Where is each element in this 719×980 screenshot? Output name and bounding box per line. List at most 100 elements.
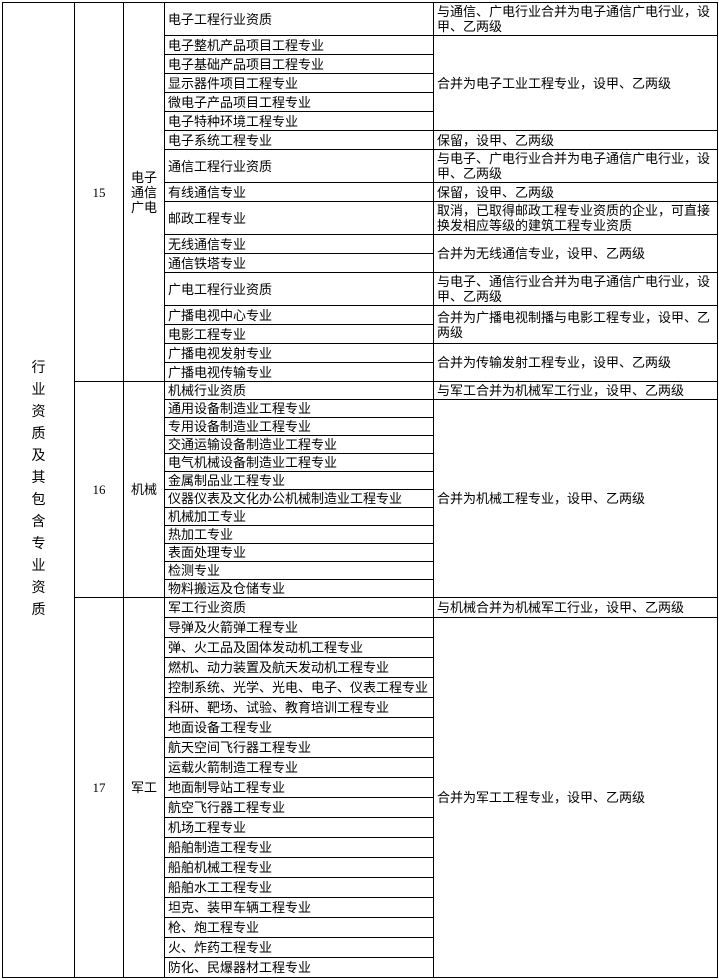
specialty-cell: 广播电视中心专业 — [164, 305, 434, 325]
specialty-cell: 航空飞行器工程专业 — [164, 797, 434, 818]
specialty-cell: 物料搬运及仓储专业 — [164, 579, 434, 598]
vertical-title-cell: 行业资质及其包含专业资质 — [2, 2, 75, 978]
table-row: 广播电视中心专业 合并为广播电视制播与电影工程专业，设甲、乙两级 — [3, 305, 718, 344]
table-row: 电子基础产品项目工程专业 — [3, 54, 718, 74]
specialty-cell: 邮政工程专业 — [164, 201, 434, 235]
specialty-cell: 控制系统、光学、光电、电子、仪表工程专业 — [164, 677, 434, 698]
table-row: 坦克、装甲车辆工程专业 — [3, 897, 718, 918]
specialty-cell: 热加工专业 — [164, 525, 434, 544]
table-row: 广播电视发射专业 合并为传输发射工程专业，设甲、乙两级 — [3, 343, 718, 382]
table-row: 电气机械设备制造业工程专业 — [3, 453, 718, 472]
specialty-cell: 地面设备工程专业 — [164, 717, 434, 738]
vertical-title: 行业资质及其包含专业资质 — [31, 361, 46, 618]
specialty-cell: 弹、火工品及固体发动机工程专业 — [164, 637, 434, 658]
specialty-cell: 坦克、装甲车辆工程专业 — [164, 897, 434, 918]
specialty-cell: 表面处理专业 — [164, 543, 434, 562]
table-row: 16 机械 机械行业资质 与军工合并为机械军工行业，设甲、乙两级 — [3, 381, 718, 598]
specialty-cell: 机械行业资质 — [164, 381, 434, 400]
specialty-cell: 枪、炮工程专业 — [164, 917, 434, 938]
section-category: 军工 — [123, 597, 165, 978]
specialty-cell: 电子整机产品项目工程专业 — [164, 35, 434, 55]
remark-cell: 保留，设甲、乙两级 — [433, 130, 718, 150]
table-row: 地面设备工程专业 — [3, 717, 718, 738]
specialty-cell: 电气机械设备制造业工程专业 — [164, 453, 434, 472]
table-row: 电子整机产品项目工程专业 合并为电子工业工程专业，设甲、乙两级 — [3, 35, 718, 131]
specialty-cell: 广播电视发射专业 — [164, 343, 434, 363]
specialty-cell: 广电工程行业资质 — [164, 272, 434, 306]
remark-cell: 合并为广播电视制播与电影工程专业，设甲、乙两级 — [433, 305, 718, 344]
remark-cell: 合并为机械工程专业，设甲、乙两级 — [433, 399, 718, 598]
specialty-cell: 机械加工专业 — [164, 507, 434, 526]
remark-cell: 与电子、通信行业合并为电子通信广电行业，设甲、乙两级 — [433, 272, 718, 306]
table-row: 电子特种环境工程专业 — [3, 111, 718, 131]
remark-cell: 取消，已取得邮政工程专业资质的企业，可直接换发相应等级的建筑工程专业资质 — [433, 201, 718, 235]
specialty-cell: 专用设备制造业工程专业 — [164, 417, 434, 436]
table-row: 微电子产品项目工程专业 — [3, 92, 718, 112]
specialty-cell: 电子系统工程专业 — [164, 130, 434, 150]
table-row: 地面制导站工程专业 — [3, 777, 718, 798]
specialty-cell: 航天空间飞行器工程专业 — [164, 737, 434, 758]
section-number: 16 — [74, 381, 124, 598]
specialty-cell: 微电子产品项目工程专业 — [164, 92, 434, 112]
remark-cell: 合并为无线通信专业，设甲、乙两级 — [433, 234, 718, 273]
specialty-cell: 船舶机械工程专业 — [164, 857, 434, 878]
specialty-cell: 通信铁塔专业 — [164, 253, 434, 273]
remark-cell: 与机械合并为机械军工行业，设甲、乙两级 — [433, 597, 718, 618]
section-number: 15 — [74, 2, 124, 382]
table-row: 邮政工程专业 取消，已取得邮政工程专业资质的企业，可直接换发相应等级的建筑工程专… — [3, 201, 718, 235]
table-row: 无线通信专业 合并为无线通信专业，设甲、乙两级 — [3, 234, 718, 273]
table-row: 通信工程行业资质 与电子、广电行业合并为电子通信广电行业，设甲、乙两级 — [3, 149, 718, 183]
specialty-cell: 电子工程行业资质 — [164, 2, 434, 36]
specialty-cell: 广播电视传输专业 — [164, 362, 434, 382]
specialty-cell: 电影工程专业 — [164, 324, 434, 344]
specialty-cell: 科研、靶场、试验、教育培训工程专业 — [164, 697, 434, 718]
remark-cell: 保留，设甲、乙两级 — [433, 182, 718, 202]
specialty-cell: 火、炸药工程专业 — [164, 937, 434, 958]
remark-cell: 合并为军工工程专业，设甲、乙两级 — [433, 617, 718, 978]
table-row: 运载火箭制造工程专业 — [3, 757, 718, 778]
remark-cell: 合并为传输发射工程专业，设甲、乙两级 — [433, 343, 718, 382]
specialty-cell: 军工行业资质 — [164, 597, 434, 618]
remark-cell: 与电子、广电行业合并为电子通信广电行业，设甲、乙两级 — [433, 149, 718, 183]
section-category: 电子通信广电 — [123, 2, 165, 382]
table-row: 导弹及火箭弹工程专业 合并为军工工程专业，设甲、乙两级 — [3, 617, 718, 978]
specialty-cell: 仪器仪表及文化办公机械制造业工程专业 — [164, 489, 434, 508]
table-row: 机械加工专业 — [3, 507, 718, 526]
specialty-cell: 有线通信专业 — [164, 182, 434, 202]
specialty-cell: 电子基础产品项目工程专业 — [164, 54, 434, 74]
specialty-cell: 无线通信专业 — [164, 234, 434, 254]
specialty-cell: 检测专业 — [164, 561, 434, 580]
table-row: 船舶水工工程专业 — [3, 877, 718, 898]
specialty-cell: 船舶水工工程专业 — [164, 877, 434, 898]
table-row: 表面处理专业 — [3, 543, 718, 562]
section-category: 机械 — [123, 381, 165, 598]
specialty-cell: 电子特种环境工程专业 — [164, 111, 434, 131]
section-number: 17 — [74, 597, 124, 978]
specialty-cell: 地面制导站工程专业 — [164, 777, 434, 798]
specialty-cell: 交通运输设备制造业工程专业 — [164, 435, 434, 454]
table-row: 燃机、动力装置及航天发动机工程专业 — [3, 657, 718, 678]
table-row: 广电工程行业资质 与电子、通信行业合并为电子通信广电行业，设甲、乙两级 — [3, 272, 718, 306]
remark-cell: 与通信、广电行业合并为电子通信广电行业，设甲、乙两级 — [433, 2, 718, 36]
specialty-cell: 机场工程专业 — [164, 817, 434, 838]
table-row: 有线通信专业 保留，设甲、乙两级 — [3, 182, 718, 202]
remark-cell: 合并为电子工业工程专业，设甲、乙两级 — [433, 35, 718, 131]
table-row: 17 军工 军工行业资质 与机械合并为机械军工行业，设甲、乙两级 — [3, 597, 718, 978]
specialty-cell: 防化、民爆器材工程专业 — [164, 957, 434, 978]
table-row: 仪器仪表及文化办公机械制造业工程专业 — [3, 489, 718, 508]
table-row: 专用设备制造业工程专业 — [3, 417, 718, 436]
specialty-cell: 运载火箭制造工程专业 — [164, 757, 434, 778]
specialty-cell: 通用设备制造业工程专业 — [164, 399, 434, 418]
specialty-cell: 船舶制造工程专业 — [164, 837, 434, 858]
specialty-cell: 燃机、动力装置及航天发动机工程专业 — [164, 657, 434, 678]
specialty-cell: 导弹及火箭弹工程专业 — [164, 617, 434, 638]
specialty-cell: 通信工程行业资质 — [164, 149, 434, 183]
remark-cell: 与军工合并为机械军工行业，设甲、乙两级 — [433, 381, 718, 400]
specialty-cell: 金属制品业工程专业 — [164, 471, 434, 490]
table-row: 机场工程专业 — [3, 817, 718, 838]
specialty-cell: 显示器件项目工程专业 — [164, 73, 434, 93]
table-row: 科研、靶场、试验、教育培训工程专业 — [3, 697, 718, 718]
